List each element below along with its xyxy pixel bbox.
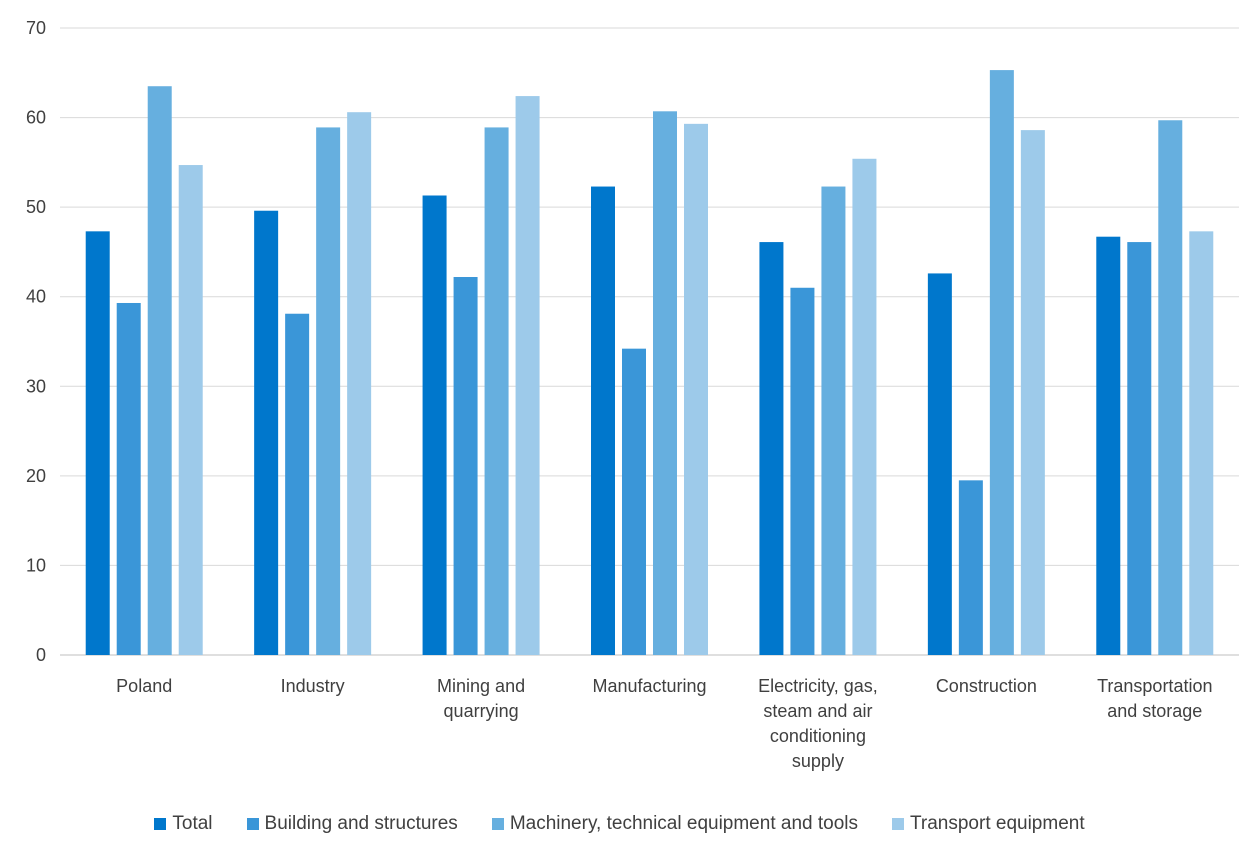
legend-label: Transport equipment bbox=[910, 813, 1085, 834]
bar bbox=[759, 242, 784, 655]
x-category-label: Transportation and storage bbox=[1097, 676, 1212, 721]
legend-item: Transport equipment bbox=[892, 813, 1085, 835]
x-category-label: Poland bbox=[116, 676, 172, 696]
bar bbox=[684, 123, 708, 655]
bar bbox=[958, 480, 983, 655]
x-category-label-line: steam and air bbox=[763, 701, 872, 721]
bar bbox=[653, 111, 677, 655]
bar bbox=[285, 313, 310, 655]
x-category-label-line: and storage bbox=[1107, 701, 1202, 721]
legend-item: Building and structures bbox=[246, 813, 458, 835]
x-category-label: Electricity, gas, steam and air conditioni… bbox=[758, 676, 878, 771]
y-tick-label: 30 bbox=[26, 376, 46, 396]
y-tick-label: 20 bbox=[26, 466, 46, 486]
x-category-label-line: conditioning bbox=[770, 726, 866, 746]
y-axis-tick-labels: 0 10 20 30 40 50 60 70 bbox=[26, 18, 46, 665]
legend-swatch bbox=[491, 818, 504, 830]
x-category-label-line: quarrying bbox=[444, 701, 519, 721]
legend-item: Machinery, technical equipment and tools bbox=[491, 813, 858, 835]
x-category-label-line: Poland bbox=[116, 676, 172, 696]
x-category-label: Mining and quarrying bbox=[437, 676, 525, 721]
bar bbox=[790, 287, 815, 655]
bar bbox=[85, 231, 110, 655]
x-category-label-line: Construction bbox=[936, 676, 1037, 696]
bar bbox=[1158, 120, 1183, 656]
bar bbox=[622, 348, 646, 655]
y-tick-label: 50 bbox=[26, 197, 46, 217]
legend-label: Machinery, technical equipment and tools bbox=[509, 813, 858, 834]
bar bbox=[116, 302, 141, 655]
bars bbox=[85, 70, 1214, 656]
x-category-label: Industry bbox=[281, 676, 345, 696]
legend-swatch bbox=[246, 818, 259, 830]
bar bbox=[316, 127, 341, 655]
bar bbox=[1189, 231, 1214, 655]
bar bbox=[254, 210, 279, 655]
bar bbox=[422, 195, 447, 655]
bar bbox=[1127, 242, 1152, 655]
y-tick-label: 0 bbox=[36, 645, 46, 665]
y-tick-label: 40 bbox=[26, 287, 46, 307]
bar bbox=[347, 112, 372, 655]
bar bbox=[852, 158, 877, 655]
bar bbox=[989, 70, 1014, 655]
legend-swatch bbox=[154, 818, 167, 830]
x-category-label-line: Mining and bbox=[437, 676, 525, 696]
x-category-label-line: Transportation bbox=[1097, 676, 1212, 696]
legend-label: Building and structures bbox=[264, 813, 458, 834]
x-category-label-line: Electricity, gas, bbox=[758, 676, 878, 696]
bar bbox=[453, 277, 478, 655]
legend-swatch bbox=[892, 818, 904, 830]
x-category-label-line: Industry bbox=[281, 676, 345, 696]
x-category-label-line: Manufacturing bbox=[592, 676, 706, 696]
bar bbox=[821, 186, 846, 655]
legend-label: Total bbox=[172, 813, 213, 834]
x-category-label: Construction bbox=[936, 676, 1037, 696]
bar bbox=[591, 186, 615, 655]
y-tick-label: 70 bbox=[26, 18, 46, 38]
x-category-label: Manufacturing bbox=[592, 676, 706, 696]
bar bbox=[484, 127, 509, 655]
bar bbox=[515, 96, 540, 656]
bar bbox=[927, 273, 952, 655]
bar bbox=[178, 165, 203, 655]
bar bbox=[147, 86, 172, 655]
y-tick-label: 10 bbox=[26, 555, 46, 575]
bar bbox=[1020, 130, 1045, 655]
x-axis-category-labels: Poland Industry Mining and quarrying Manufac… bbox=[116, 676, 1212, 771]
gridlines bbox=[60, 27, 1239, 656]
legend-item: Total bbox=[154, 813, 213, 835]
bar bbox=[1096, 236, 1121, 656]
y-tick-label: 60 bbox=[26, 108, 46, 128]
x-category-label-line: supply bbox=[792, 751, 844, 771]
legend: Total Building and structures Machinery, t… bbox=[0, 812, 1239, 836]
